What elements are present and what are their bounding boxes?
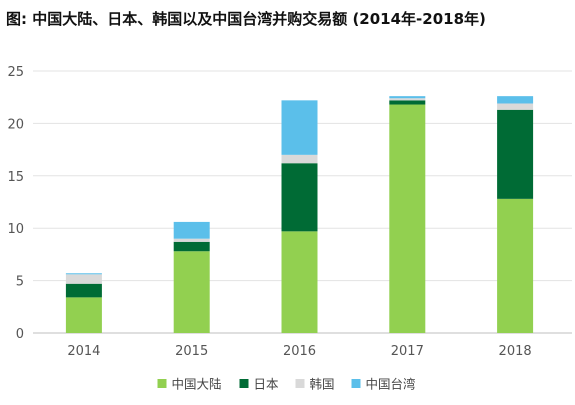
bar-segment bbox=[65, 273, 102, 275]
bar-segment bbox=[389, 100, 426, 105]
x-axis-tick-labels: 2014 2015 2016 2017 2018 bbox=[67, 344, 531, 359]
legend-swatch bbox=[295, 379, 305, 388]
legend-swatch bbox=[351, 379, 361, 388]
x-tick-label: 2018 bbox=[499, 344, 532, 359]
y-tick-label: 0 bbox=[16, 327, 24, 342]
x-tick-label: 2015 bbox=[175, 344, 208, 359]
bars bbox=[65, 96, 534, 333]
legend-label: 日本 bbox=[254, 377, 280, 392]
bar-segment bbox=[173, 251, 210, 333]
bar-segment bbox=[65, 274, 102, 284]
bar-segment bbox=[65, 283, 102, 298]
bar-segment bbox=[281, 154, 318, 164]
x-tick-label: 2017 bbox=[391, 344, 424, 359]
bar-segment bbox=[497, 198, 534, 333]
chart-title: 图: 中国大陆、日本、韩国以及中国台湾并购交易额 (2014年-2018年) bbox=[6, 10, 486, 28]
legend-swatch bbox=[157, 379, 167, 388]
bar-segment bbox=[173, 221, 210, 239]
bar-segment bbox=[389, 98, 426, 101]
legend: 中国大陆 日本 韩国 中国台湾 bbox=[157, 377, 416, 392]
legend-label: 韩国 bbox=[310, 377, 335, 392]
y-tick-label: 5 bbox=[16, 275, 24, 290]
y-tick-label: 25 bbox=[7, 65, 24, 80]
y-tick-label: 15 bbox=[7, 170, 24, 185]
y-axis-tick-labels: 0 5 10 15 20 25 bbox=[7, 65, 24, 342]
bar-segment bbox=[281, 231, 318, 333]
bar-segment bbox=[281, 163, 318, 232]
bar-segment bbox=[389, 104, 426, 333]
y-tick-label: 10 bbox=[7, 222, 24, 237]
bar-segment bbox=[497, 109, 534, 199]
legend-label: 中国大陆 bbox=[172, 377, 222, 392]
legend-label: 中国台湾 bbox=[366, 377, 416, 392]
bar-segment bbox=[65, 297, 102, 333]
x-tick-label: 2016 bbox=[283, 344, 316, 359]
bar-segment bbox=[497, 103, 534, 110]
bar-segment bbox=[389, 96, 426, 99]
bar-segment bbox=[281, 100, 318, 155]
x-tick-label: 2014 bbox=[67, 344, 100, 359]
y-tick-label: 20 bbox=[7, 117, 24, 132]
bar-segment bbox=[173, 241, 210, 252]
legend-swatch bbox=[239, 379, 249, 388]
bar-segment bbox=[173, 238, 210, 242]
bar-segment bbox=[497, 96, 534, 104]
